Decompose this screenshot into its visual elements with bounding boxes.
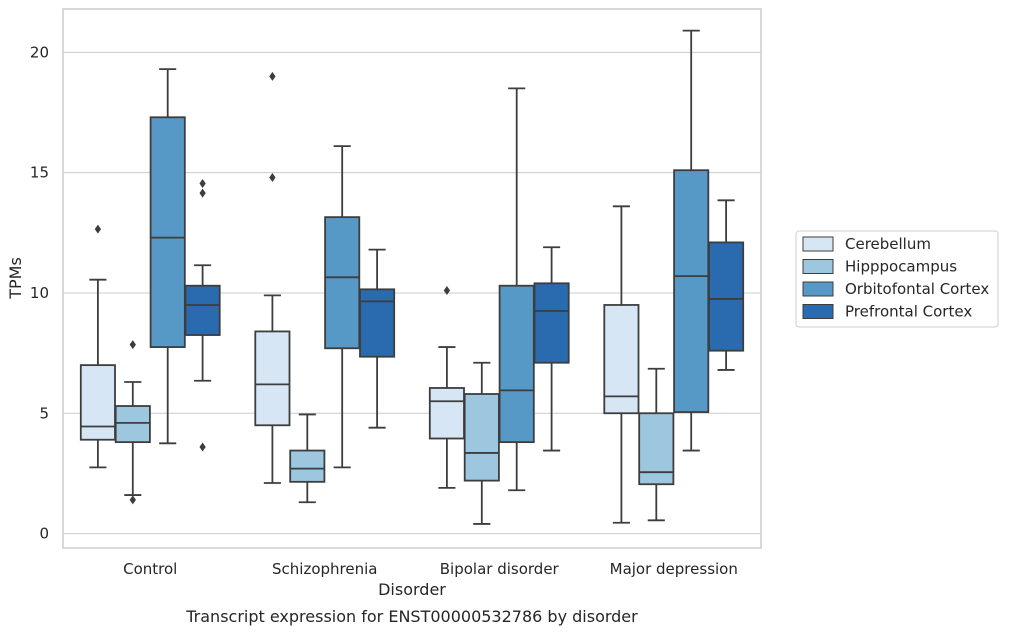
- outlier-point: [199, 178, 206, 188]
- y-tick-label-10: 10: [30, 284, 49, 302]
- box-prefrontal-cortex-major-depression: [708, 199, 745, 371]
- iqr-box: [359, 288, 396, 358]
- legend-label: Prefrontal Cortex: [845, 303, 972, 321]
- outlier-point: [129, 340, 136, 350]
- y-tick-label-5: 5: [39, 404, 49, 422]
- y-axis-label: TPMs: [6, 257, 25, 300]
- box-orbitofontal-cortex-control: [149, 68, 186, 445]
- legend: Cerebellum Hipppocampus Orbitofontal Corte…: [795, 230, 999, 328]
- outlier-point: [129, 495, 136, 505]
- x-axis-label: Disorder: [378, 580, 446, 599]
- x-tick-label-major-depression: Major depression: [610, 560, 738, 578]
- legend-swatch: [802, 236, 834, 252]
- legend-items: Cerebellum Hipppocampus Orbitofontal Corte…: [802, 235, 989, 321]
- iqr-box: [289, 449, 326, 483]
- box-prefrontal-cortex-bipolar-disorder: [533, 246, 570, 452]
- legend-label: Orbitofontal Cortex: [845, 280, 989, 298]
- legend-frame: [795, 230, 999, 328]
- iqr-box: [673, 169, 710, 413]
- legend-item-hipppocampus: Hipppocampus: [802, 258, 957, 276]
- legend-label: Cerebellum: [845, 235, 931, 253]
- boxes-layer: [79, 29, 745, 525]
- outlier-point: [94, 224, 102, 234]
- iqr-box: [533, 282, 570, 364]
- chart-caption: Transcript expression for ENST0000053278…: [185, 607, 638, 626]
- iqr-box: [114, 405, 151, 444]
- outlier-point: [269, 71, 276, 81]
- legend-item-prefrontal-cortex: Prefrontal Cortex: [802, 303, 972, 321]
- legend-item-orbitofontal-cortex: Orbitofontal Cortex: [802, 280, 989, 298]
- box-prefrontal-cortex-control: [184, 178, 221, 452]
- iqr-box: [463, 393, 500, 482]
- y-tick-labels: 0 5 10 15 20: [30, 43, 49, 542]
- iqr-box: [498, 284, 535, 444]
- x-tick-label-control: Control: [123, 560, 177, 578]
- legend-swatch: [802, 304, 834, 319]
- x-tick-labels: Control Schizophrenia Bipolar disorder Majo…: [123, 560, 738, 578]
- box-orbitofontal-cortex-bipolar-disorder: [498, 87, 535, 492]
- y-tick-label-15: 15: [30, 164, 49, 182]
- box-cerebellum-control: [79, 224, 116, 469]
- box-cerebellum-major-depression: [603, 205, 640, 524]
- iqr-box: [149, 116, 186, 348]
- legend-label: Hipppocampus: [845, 258, 957, 276]
- box-hipppocampus-control: [114, 340, 151, 505]
- legend-swatch: [802, 259, 834, 274]
- iqr-box: [184, 284, 221, 336]
- iqr-box: [428, 387, 465, 440]
- outlier-point: [199, 188, 206, 198]
- iqr-box: [254, 330, 291, 427]
- y-tick-label-20: 20: [30, 43, 49, 61]
- y-tick-label-0: 0: [39, 525, 49, 543]
- x-tick-label-bipolar-disorder: Bipolar disorder: [440, 560, 560, 578]
- box-cerebellum-schizophrenia: [254, 71, 291, 484]
- box-hipppocampus-schizophrenia: [289, 413, 326, 504]
- box-orbitofontal-cortex-schizophrenia: [324, 145, 361, 469]
- iqr-box: [638, 412, 675, 486]
- x-tick-label-schizophrenia: Schizophrenia: [272, 560, 377, 578]
- box-hipppocampus-major-depression: [638, 367, 675, 522]
- outlier-point: [269, 172, 276, 182]
- legend-item-cerebellum: Cerebellum: [802, 235, 931, 253]
- iqr-box: [79, 364, 116, 441]
- box-orbitofontal-cortex-major-depression: [673, 29, 710, 452]
- plot-frame: [62, 8, 762, 549]
- iqr-box: [708, 241, 745, 352]
- box-hipppocampus-bipolar-disorder: [463, 361, 500, 525]
- outlier-point: [199, 442, 206, 452]
- iqr-box: [603, 304, 640, 415]
- box-prefrontal-cortex-schizophrenia: [359, 248, 396, 429]
- legend-swatch: [802, 281, 834, 297]
- outlier-point: [443, 286, 451, 296]
- iqr-box: [324, 216, 361, 350]
